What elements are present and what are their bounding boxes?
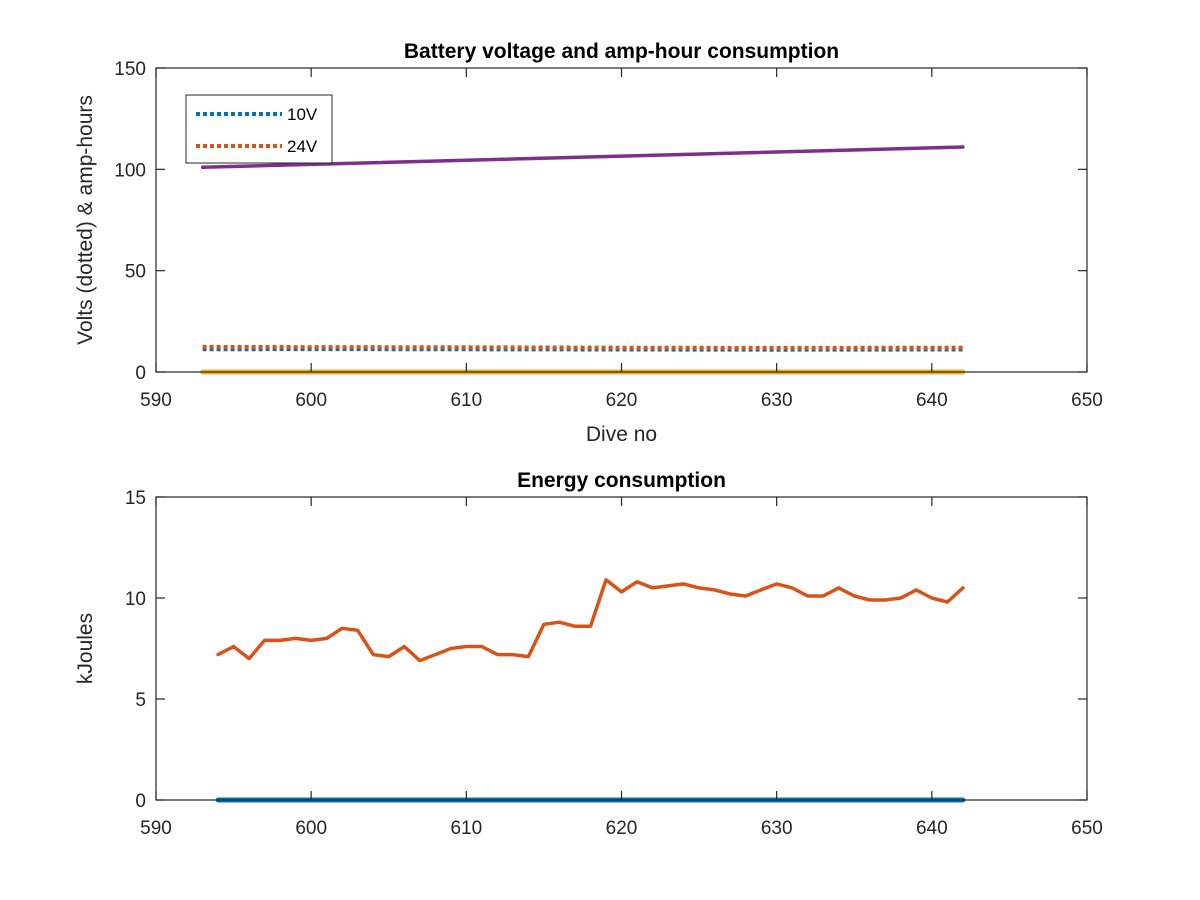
- x-tick-label: 610: [450, 390, 482, 411]
- x-tick-label: 650: [1071, 390, 1103, 411]
- y-tick-label: 10: [125, 589, 146, 610]
- chart-title: Energy consumption: [517, 469, 726, 492]
- legend: 10V 24V: [185, 94, 333, 164]
- x-tick-label: 610: [450, 818, 482, 839]
- legend-label-24v: 24V: [287, 137, 318, 156]
- plot-area: 590 600 610 620 630 640 650 0 5 10 15: [125, 488, 1103, 839]
- x-tick-label: 640: [916, 818, 948, 839]
- y-axis-label: kJoules: [74, 613, 97, 684]
- y-axis-label: Volts (dotted) & amp-hours: [74, 95, 97, 345]
- x-tick-label: 620: [606, 390, 638, 411]
- x-tick-label: 590: [140, 818, 172, 839]
- x-tick-label: 650: [1071, 818, 1103, 839]
- chart-title: Battery voltage and amp-hour consumption: [404, 40, 839, 63]
- voltage-amphour-chart: Battery voltage and amp-hour consumption…: [74, 40, 1103, 446]
- y-tick-label: 100: [114, 160, 146, 181]
- y-tick-label: 5: [135, 690, 146, 711]
- series-line-4: [200, 145, 965, 170]
- legend-label-10v: 10V: [287, 105, 318, 124]
- x-tick-label: 600: [295, 818, 327, 839]
- series-line-24v: [202, 344, 963, 350]
- x-axis-label: Dive no: [586, 423, 657, 446]
- x-tick-label: 630: [761, 390, 793, 411]
- y-tick-label: 15: [125, 488, 146, 509]
- x-tick-label: 600: [295, 390, 327, 411]
- y-tick-label: 150: [114, 59, 146, 80]
- y-tick-label: 0: [135, 791, 146, 812]
- x-tick-label: 630: [761, 818, 793, 839]
- y-tick-label: 0: [135, 363, 146, 384]
- energy-consumption-chart: Energy consumption kJoules 590 600 610 620 6…: [74, 469, 1103, 839]
- y-tick-label: 50: [125, 262, 146, 283]
- x-tick-label: 590: [140, 390, 172, 411]
- series-line-1: [216, 578, 965, 663]
- x-tick-label: 620: [606, 818, 638, 839]
- x-tick-label: 640: [916, 390, 948, 411]
- plot-area: 590 600 610 620 630 640 650 0 50 100 150: [114, 59, 1103, 411]
- legend-box: [185, 94, 333, 164]
